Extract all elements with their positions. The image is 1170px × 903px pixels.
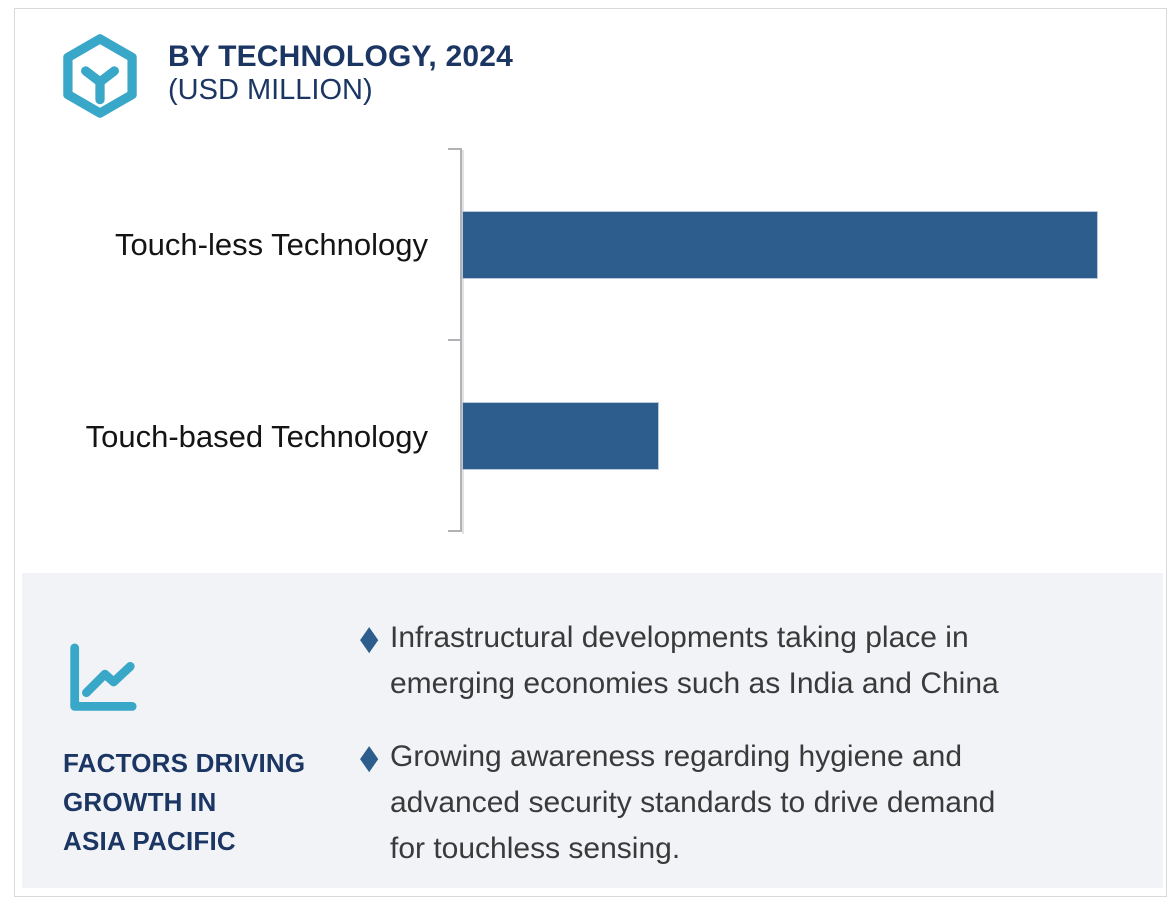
category-label-touchbased: Touch-based Technology: [85, 419, 428, 454]
line-chart-icon: [70, 643, 137, 711]
bullet-text: Infrastructural developments taking plac…: [390, 615, 999, 707]
axis-tick: [448, 148, 460, 150]
category-label-touchless: Touch-less Technology: [114, 227, 428, 262]
factors-heading-line: GROWTH IN: [63, 787, 217, 817]
axis-tick: [448, 530, 460, 532]
diamond-bullet-icon: ◆: [360, 619, 379, 657]
diamond-bullet-icon: ◆: [360, 738, 379, 776]
bullet-text-line: advanced security standards to drive dem…: [390, 786, 996, 819]
bullet-text-line: emerging economies such as India and Chi…: [390, 667, 999, 700]
bullet-text-line: Growing awareness regarding hygiene and: [390, 740, 963, 773]
y-axis-line: [460, 148, 462, 532]
bullet-text: Growing awareness regarding hygiene and …: [390, 734, 995, 872]
chart-header: BY TECHNOLOGY, 2024 (USD MILLION): [168, 40, 513, 107]
bullet-text-line: Infrastructural developments taking plac…: [390, 621, 969, 654]
factors-panel: [22, 573, 1163, 888]
factors-heading-line: FACTORS DRIVING: [63, 748, 306, 778]
bullet-item: ◆ Growing awareness regarding hygiene an…: [360, 734, 995, 872]
chart-subtitle: (USD MILLION): [168, 74, 373, 106]
axis-tick: [448, 339, 460, 341]
bar-touchless-technology: [462, 211, 1098, 279]
factors-heading: FACTORS DRIVING GROWTH IN ASIA PACIFIC: [63, 744, 305, 861]
bullet-item: ◆ Infrastructural developments taking pl…: [360, 615, 999, 707]
bar-touchbased-technology: [462, 402, 659, 470]
bullet-text-line: for touchless sensing.: [390, 832, 681, 865]
chart-title: BY TECHNOLOGY, 2024: [168, 40, 514, 73]
factors-heading-line: ASIA PACIFIC: [63, 826, 236, 856]
hexagon-logo-icon: [63, 34, 137, 118]
